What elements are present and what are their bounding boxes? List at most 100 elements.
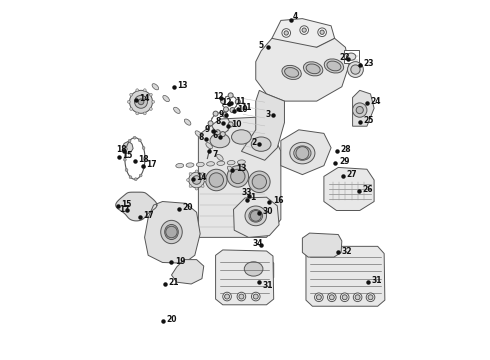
Text: 15: 15 xyxy=(122,200,132,209)
Circle shape xyxy=(317,295,321,300)
Text: 17: 17 xyxy=(120,204,130,213)
Ellipse shape xyxy=(285,68,298,77)
Polygon shape xyxy=(306,246,385,306)
Circle shape xyxy=(302,28,306,32)
Text: 10: 10 xyxy=(237,105,247,114)
Circle shape xyxy=(230,108,235,113)
Circle shape xyxy=(123,158,126,161)
Circle shape xyxy=(237,292,245,301)
Circle shape xyxy=(213,111,218,116)
Circle shape xyxy=(152,100,155,103)
Circle shape xyxy=(228,93,233,98)
Text: 13: 13 xyxy=(177,81,188,90)
Text: 8: 8 xyxy=(216,117,221,126)
Polygon shape xyxy=(234,253,274,286)
Circle shape xyxy=(353,293,362,302)
Circle shape xyxy=(347,62,364,77)
Polygon shape xyxy=(198,117,281,237)
Text: 22: 22 xyxy=(339,53,350,62)
Polygon shape xyxy=(122,141,133,153)
Circle shape xyxy=(201,172,204,175)
Ellipse shape xyxy=(306,64,320,74)
Polygon shape xyxy=(172,260,204,284)
Circle shape xyxy=(143,166,146,168)
Ellipse shape xyxy=(186,163,194,167)
Ellipse shape xyxy=(206,143,212,149)
Text: 26: 26 xyxy=(363,185,373,194)
Circle shape xyxy=(128,139,131,142)
Text: 12: 12 xyxy=(213,91,223,100)
Circle shape xyxy=(341,293,349,302)
Ellipse shape xyxy=(346,53,356,60)
Polygon shape xyxy=(216,250,274,305)
Circle shape xyxy=(315,293,323,302)
Text: 33: 33 xyxy=(242,188,252,197)
Circle shape xyxy=(356,107,364,114)
Text: 24: 24 xyxy=(370,97,381,106)
Text: 14: 14 xyxy=(140,94,150,103)
Circle shape xyxy=(318,28,326,37)
Text: 17: 17 xyxy=(143,211,154,220)
Ellipse shape xyxy=(152,84,159,90)
Circle shape xyxy=(136,89,139,92)
Text: 5: 5 xyxy=(259,41,264,50)
Circle shape xyxy=(205,169,227,191)
Circle shape xyxy=(144,157,147,160)
Text: 9: 9 xyxy=(205,125,210,134)
Ellipse shape xyxy=(245,206,267,226)
Text: 23: 23 xyxy=(364,59,374,68)
Text: 9: 9 xyxy=(219,109,224,118)
Circle shape xyxy=(220,132,225,136)
Circle shape xyxy=(227,166,248,187)
Circle shape xyxy=(252,175,267,189)
Circle shape xyxy=(300,26,309,35)
Polygon shape xyxy=(324,167,374,211)
Text: 19: 19 xyxy=(175,257,186,266)
Circle shape xyxy=(138,99,144,105)
Circle shape xyxy=(215,130,221,135)
Text: 18: 18 xyxy=(116,145,126,154)
Circle shape xyxy=(189,172,192,175)
Ellipse shape xyxy=(207,162,215,166)
Circle shape xyxy=(144,112,146,115)
Text: 32: 32 xyxy=(341,247,352,256)
Text: 11: 11 xyxy=(242,103,252,112)
Ellipse shape xyxy=(227,161,235,165)
Text: 12: 12 xyxy=(221,98,232,107)
Circle shape xyxy=(195,187,198,190)
Ellipse shape xyxy=(210,134,230,148)
Polygon shape xyxy=(281,130,331,175)
Circle shape xyxy=(223,107,228,112)
Ellipse shape xyxy=(196,162,204,167)
Ellipse shape xyxy=(195,131,202,137)
Circle shape xyxy=(192,176,201,184)
Text: 14: 14 xyxy=(196,174,207,183)
Ellipse shape xyxy=(217,161,225,166)
Polygon shape xyxy=(353,90,374,126)
Ellipse shape xyxy=(251,137,271,151)
Circle shape xyxy=(208,121,213,126)
Circle shape xyxy=(189,172,204,188)
Circle shape xyxy=(368,295,373,300)
Text: 1: 1 xyxy=(250,193,256,202)
Ellipse shape xyxy=(324,59,343,73)
Circle shape xyxy=(201,185,204,188)
Circle shape xyxy=(220,99,225,104)
Circle shape xyxy=(320,30,324,35)
Polygon shape xyxy=(242,90,285,160)
Text: 27: 27 xyxy=(347,171,358,180)
Circle shape xyxy=(149,93,152,96)
Ellipse shape xyxy=(249,210,263,222)
Circle shape xyxy=(135,95,147,108)
Text: 13: 13 xyxy=(236,164,246,173)
Circle shape xyxy=(129,90,152,113)
Text: 3: 3 xyxy=(265,109,270,118)
Text: 7: 7 xyxy=(213,150,218,159)
Circle shape xyxy=(355,295,360,300)
Circle shape xyxy=(144,89,146,92)
Circle shape xyxy=(130,108,133,111)
Text: 30: 30 xyxy=(263,207,273,216)
Text: 20: 20 xyxy=(167,315,177,324)
Ellipse shape xyxy=(303,62,323,76)
Ellipse shape xyxy=(294,146,311,160)
